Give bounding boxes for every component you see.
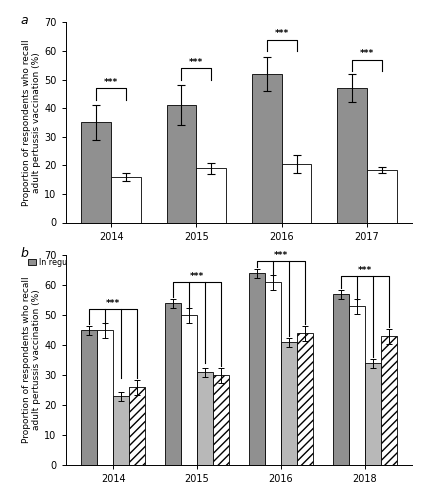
Bar: [196, 168, 226, 222]
Bar: [349, 306, 365, 465]
Bar: [129, 387, 145, 465]
Bar: [113, 396, 129, 465]
Text: ***: ***: [274, 251, 288, 260]
Text: ***: ***: [106, 299, 120, 308]
Bar: [97, 330, 113, 465]
Bar: [81, 330, 97, 465]
Bar: [252, 74, 282, 223]
Y-axis label: Proportion of respondents who recall
adult pertussis vaccination (%): Proportion of respondents who recall adu…: [22, 276, 41, 444]
Legend: Mothers, Grandmothers, Fathers, Grandfathers: Mothers, Grandmothers, Fathers, Grandfat…: [25, 496, 262, 500]
Bar: [213, 375, 229, 465]
Text: a: a: [20, 14, 28, 28]
Bar: [167, 106, 196, 222]
Bar: [381, 336, 397, 465]
Bar: [281, 342, 297, 465]
Legend: In regular contact with children <5yrs, Not in regular contact with children <5y: In regular contact with children <5yrs, …: [25, 254, 381, 270]
Text: ***: ***: [189, 58, 203, 67]
Bar: [282, 164, 311, 222]
Text: ***: ***: [190, 272, 204, 281]
Bar: [337, 88, 367, 222]
Text: ***: ***: [275, 29, 289, 38]
Y-axis label: Proportion of respondents who recall
adult pertussis vaccination (%): Proportion of respondents who recall adu…: [22, 39, 41, 206]
Bar: [333, 294, 349, 465]
Text: b: b: [20, 246, 28, 260]
Bar: [297, 333, 313, 465]
Bar: [249, 273, 265, 465]
Bar: [197, 372, 213, 465]
Text: ***: ***: [360, 49, 374, 58]
Bar: [265, 282, 281, 465]
Bar: [111, 177, 141, 222]
Bar: [181, 315, 197, 465]
Bar: [165, 303, 181, 465]
Text: ***: ***: [104, 78, 118, 87]
Bar: [81, 122, 111, 222]
Text: ***: ***: [358, 266, 372, 275]
Bar: [367, 170, 397, 222]
Bar: [365, 363, 381, 465]
